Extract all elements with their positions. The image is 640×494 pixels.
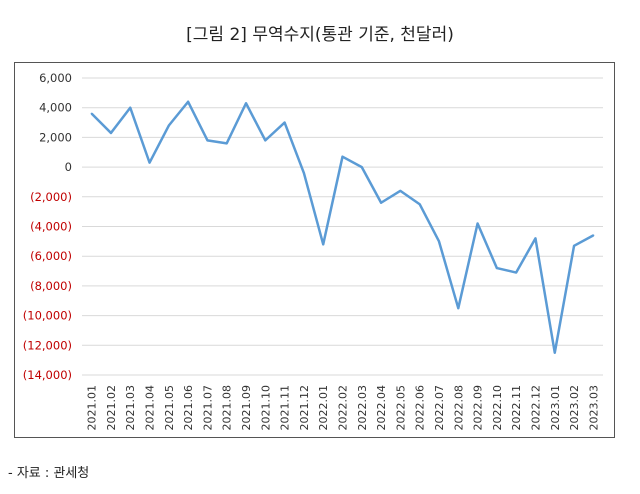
x-tick-label: 2022.01 (317, 385, 330, 431)
y-tick-label: (8,000) (30, 279, 72, 293)
data-point (341, 155, 344, 158)
data-point (399, 189, 402, 192)
y-tick-label: 4,000 (39, 101, 72, 115)
x-tick-label: 2021.08 (221, 385, 234, 431)
x-tick-label: 2023.02 (568, 385, 581, 431)
x-tick-label: 2021.12 (298, 385, 311, 431)
data-point (322, 243, 325, 246)
chart-frame (14, 62, 615, 438)
y-tick-label: 6,000 (39, 71, 72, 85)
x-tick-label: 2021.10 (259, 385, 272, 431)
x-tick-label: 2022.08 (452, 385, 465, 431)
data-point (495, 267, 498, 270)
chart-title: [그림 2] 무역수지(통관 기준, 천달러) (186, 25, 454, 45)
y-tick-label: 0 (65, 160, 72, 174)
data-point (553, 351, 556, 354)
x-tick-label: 2021.11 (279, 385, 292, 431)
data-point (592, 234, 595, 237)
y-tick-label: 2,000 (39, 130, 72, 144)
y-tick-label: (4,000) (30, 220, 72, 234)
y-tick-label: (14,000) (23, 368, 72, 382)
data-point (245, 102, 248, 105)
x-tick-label: 2022.09 (472, 385, 485, 431)
y-tick-label: (2,000) (30, 190, 72, 204)
x-tick-label: 2021.06 (182, 385, 195, 431)
data-point (457, 307, 460, 310)
data-point (534, 237, 537, 240)
data-point (129, 106, 132, 109)
x-tick-label: 2023.01 (549, 385, 562, 431)
x-tick-label: 2021.01 (86, 385, 99, 431)
x-tick-label: 2022.06 (414, 385, 427, 431)
data-point (206, 139, 209, 142)
data-point (418, 203, 421, 206)
x-tick-label: 2022.04 (375, 385, 388, 431)
data-point (573, 244, 576, 247)
y-tick-label: (12,000) (23, 338, 72, 352)
y-tick-label: (6,000) (30, 249, 72, 263)
data-point (225, 142, 228, 145)
x-tick-label: 2022.02 (337, 385, 350, 431)
x-tick-label: 2021.03 (124, 385, 137, 431)
data-point (264, 139, 267, 142)
x-tick-label: 2022.10 (491, 385, 504, 431)
x-tick-label: 2023.03 (587, 385, 600, 431)
data-line (90, 100, 594, 354)
data-point (90, 112, 93, 115)
data-point (476, 222, 479, 225)
x-tick-label: 2022.12 (529, 385, 542, 431)
data-point (283, 121, 286, 124)
x-tick-label: 2022.11 (510, 385, 523, 431)
x-tick-label: 2021.02 (105, 385, 118, 431)
x-tick-label: 2022.03 (356, 385, 369, 431)
data-point (167, 124, 170, 127)
data-point (437, 240, 440, 243)
data-point (515, 271, 518, 274)
source-note: - 자료 : 관세청 (8, 466, 90, 481)
data-point (302, 172, 305, 175)
x-tick-label: 2022.07 (433, 385, 446, 431)
data-point (109, 131, 112, 134)
x-tick-label: 2021.04 (144, 385, 157, 431)
data-point (148, 161, 151, 164)
y-tick-label: (10,000) (23, 309, 72, 323)
x-tick-label: 2022.05 (394, 385, 407, 431)
x-tick-label: 2021.05 (163, 385, 176, 431)
data-point (380, 201, 383, 204)
x-tick-label: 2021.07 (201, 385, 214, 431)
data-point (187, 100, 190, 103)
x-tick-label: 2021.09 (240, 385, 253, 431)
data-point (360, 166, 363, 169)
